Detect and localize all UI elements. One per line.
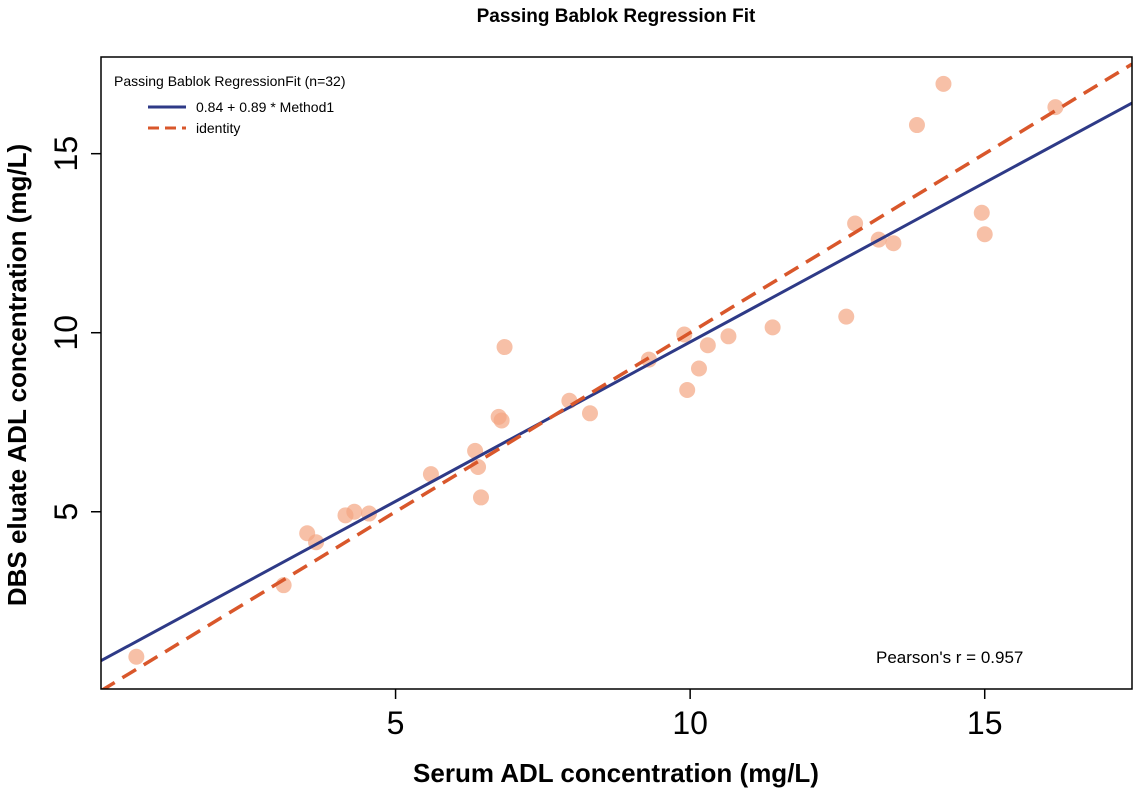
data-point [847,215,864,232]
y-tick-label: 10 [48,315,84,351]
data-point [422,466,439,483]
data-point [908,117,925,134]
axis-layer: 5 10 15 5 10 15 [48,136,1003,741]
chart-title: Passing Bablok Regression Fit [477,6,756,27]
data-point [885,235,902,252]
points [128,75,1064,665]
legend-fit-label: 0.84 + 0.89 * Method1 [196,99,334,115]
data-point [493,412,510,429]
data-layer [101,62,1132,689]
plot-frame [100,56,1133,690]
data-point [976,226,993,243]
data-point [935,75,952,92]
y-tick-label: 5 [48,503,84,521]
y-axis-label: DBS eluate ADL concentration (mg/L) [2,144,32,606]
pearson-annotation: Pearson's r = 0.957 [876,648,1023,667]
data-point [764,319,781,336]
data-point [699,337,716,354]
lines [101,62,1132,689]
data-point [496,339,513,356]
data-point [581,405,598,422]
data-point [720,328,737,345]
legend-identity-label: identity [196,120,240,136]
regression-line [101,101,1132,663]
x-tick-label: 10 [672,705,708,741]
y-tick-label: 15 [48,136,84,172]
data-point [679,382,696,399]
data-point [838,308,855,325]
x-tick-label: 15 [967,705,1003,741]
x-tick-label: 5 [387,705,405,741]
data-point [973,204,990,221]
x-axis-label: Serum ADL concentration (mg/L) [413,758,819,788]
legend: Passing Bablok RegressionFit (n=32) 0.84… [114,73,346,136]
data-point [472,489,489,506]
data-point [346,503,363,520]
data-point [690,360,707,377]
data-point [128,648,145,665]
legend-title: Passing Bablok RegressionFit (n=32) [114,73,346,89]
identity-line [101,62,1132,689]
